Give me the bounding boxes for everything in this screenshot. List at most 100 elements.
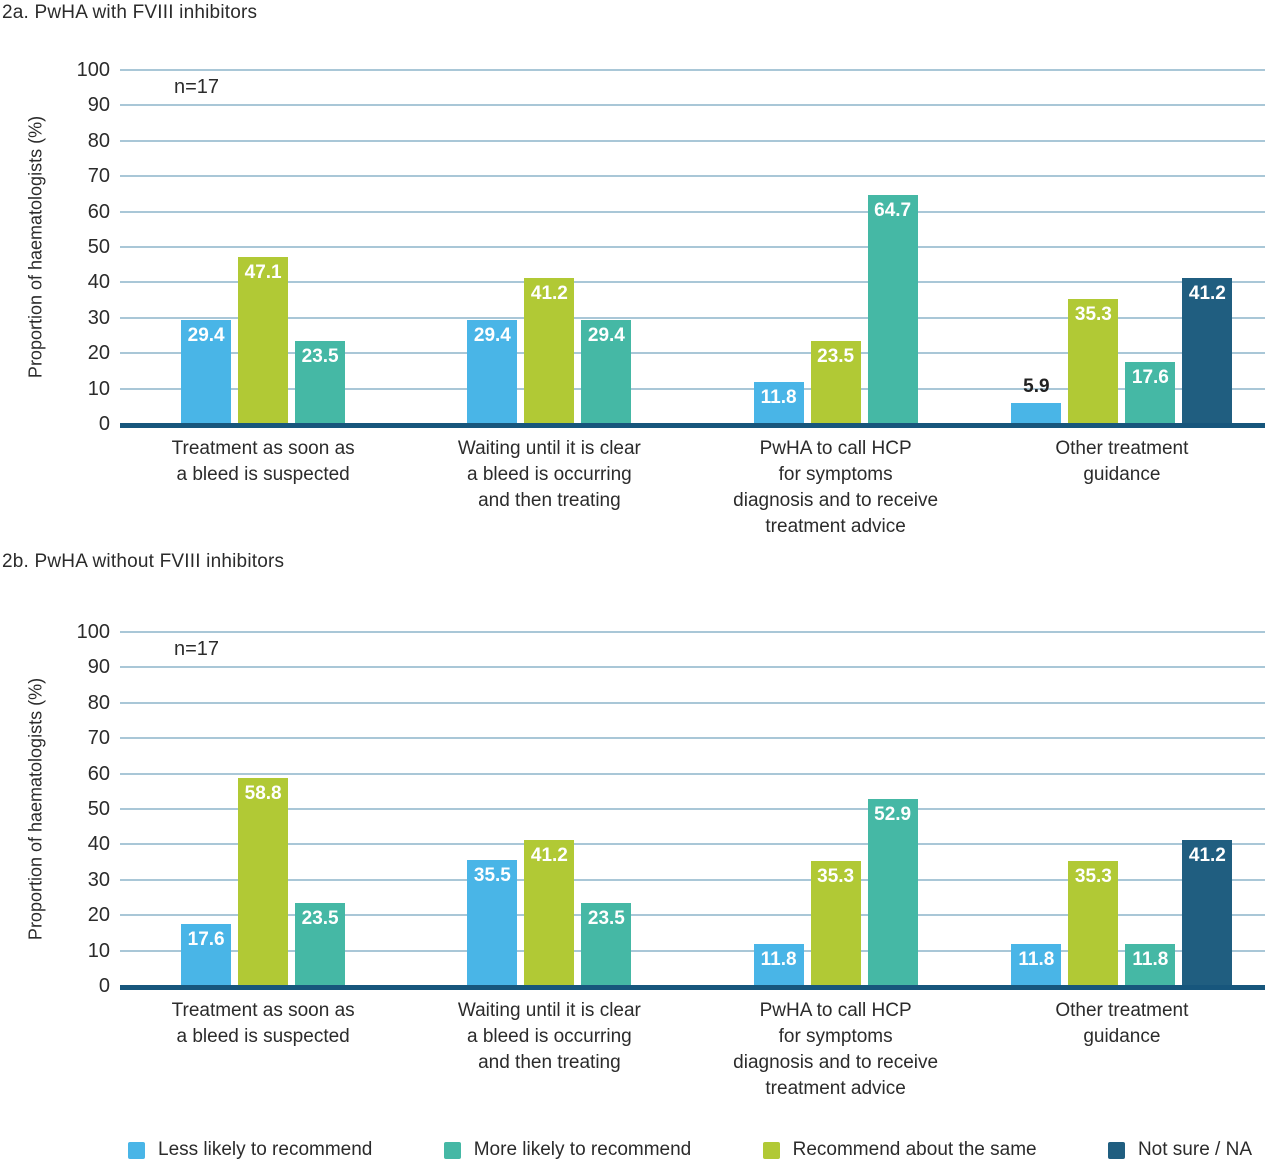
y-tick-label: 60 [87,200,110,223]
legend-label: Recommend about the same [792,1139,1037,1160]
bar: 41.2 [524,840,575,986]
y-tick-label: 0 [98,413,110,435]
bar-value-label: 11.8 [760,949,797,971]
legend-swatch-recommend-same [762,1141,780,1159]
bar-value-label: 17.6 [1131,366,1169,388]
x-axis-baseline [120,423,1265,428]
bar: 11.8 [753,382,804,424]
legend: Less likely to recommend More likely to … [128,1139,1252,1161]
bar-value-label: 47.1 [244,262,282,284]
bar-group: 29.4 47.1 23.5 [120,70,406,424]
gridline [120,210,1265,213]
bar-value-label: 17.6 [187,928,225,950]
bar: 35.3 [810,861,861,986]
bar-value-label: 29.4 [187,324,225,346]
bar: 23.5 [295,340,346,424]
y-tick-label: 80 [87,129,110,152]
gridline [120,316,1265,319]
bar: 29.4 [181,319,232,424]
y-tick-label: 100 [76,621,110,643]
bar-group: 5.9 35.3 17.6 41.2 [979,70,1265,424]
category-label: Other treatment guidance [1055,438,1189,485]
bar-value-label: 52.9 [874,803,912,825]
bar: 23.5 [810,340,861,424]
category-label: Treatment as soon as a bleed is suspecte… [171,1000,355,1047]
gridline [120,175,1265,178]
y-tick-label: 30 [87,306,110,329]
gridline [120,737,1265,740]
bar: 58.8 [238,777,289,986]
bar-value-label: 35.3 [817,866,855,888]
bar: 17.6 [181,923,232,986]
bar: 64.7 [867,194,918,424]
gridline [120,666,1265,669]
bar: 29.4 [467,319,518,424]
bar-value-label: 29.4 [587,324,625,346]
bar-group: 17.6 58.8 23.5 [120,632,406,986]
gridline [120,387,1265,390]
legend-label: More likely to recommend [473,1139,692,1160]
x-axis-labels-2a: Treatment as soon as a bleed is suspecte… [120,436,1265,540]
y-tick-label: 50 [87,236,110,258]
gridline [120,139,1265,142]
gridline [120,808,1265,810]
gridline [120,701,1265,704]
bar-value-label: 58.8 [244,782,282,804]
category-label: Waiting until it is clear a bleed is occ… [457,1000,641,1073]
bar-value-label: 41.2 [530,845,568,867]
bar-groups-2b: 17.6 58.8 23.5 35.5 41.2 23.5 11.8 35.3 52.9 11.8… [120,632,1265,986]
bar: 17.6 [1125,361,1176,424]
legend-item-less-likely: Less likely to recommend [128,1139,372,1161]
bar-group: 35.5 41.2 23.5 [406,632,692,986]
y-tick-label: 40 [87,833,110,856]
bar: 11.8 [1125,944,1176,986]
category-label: Treatment as soon as a bleed is suspecte… [171,438,355,485]
chart-title-2a: 2a. PwHA with FVIII inhibitors [2,2,258,23]
x-axis-baseline [120,985,1265,990]
bar: 23.5 [581,902,632,986]
y-tick-label: 100 [76,59,110,81]
y-tick-label: 70 [87,727,110,750]
legend-label: Not sure / NA [1137,1139,1252,1160]
bar-groups-2a: 29.4 47.1 23.5 29.4 41.2 29.4 11.8 23.5 64.7 5.9 3… [120,70,1265,424]
y-tick-label: 10 [87,939,110,962]
y-tick-label: 60 [87,762,110,785]
plot-area-2b: n=17 17.6 58.8 23.5 35.5 41.2 23.5 11.8 35.3 52.… [77,621,1265,997]
category-label: PwHA to call HCP for symptoms diagnosis … [733,438,939,537]
bar-value-label: 11.8 [1018,949,1055,971]
gridline [120,878,1265,881]
legend-item-more-likely: More likely to recommend [443,1139,692,1161]
sample-size-annotation: n=17 [174,638,220,660]
y-tick-label: 0 [98,975,110,997]
gridline [120,104,1265,107]
bar: 41.2 [1182,278,1233,424]
y-axis-label: Proportion of haematologists (%) [25,677,46,941]
plot-area-2a: n=17 29.4 47.1 23.5 29.4 41.2 29.4 11.8 23.5 64.… [77,59,1265,435]
y-tick-label: 30 [87,868,110,891]
legend-swatch-more-likely [443,1141,461,1159]
sample-size-annotation: n=17 [174,76,220,98]
bar-value-label: 23.5 [817,345,855,367]
bar-value-label: 35.3 [1074,304,1112,326]
bar-group: 11.8 35.3 52.9 [693,632,979,986]
bar: 52.9 [867,798,918,986]
bar: 47.1 [238,257,289,424]
gridline [120,914,1265,917]
gridline [120,772,1265,775]
bar: 5.9 [1011,376,1062,424]
y-tick-label: 80 [87,691,110,714]
bar: 11.8 [1011,944,1062,986]
legend-label: Less likely to recommend [158,1139,373,1160]
gridline [120,281,1265,284]
category-label: Other treatment guidance [1055,1000,1189,1047]
y-tick-label: 10 [87,377,110,400]
x-axis-labels-2b: Treatment as soon as a bleed is suspecte… [120,998,1265,1102]
bar-value-label: 35.5 [473,865,511,887]
bar-value-label: 29.4 [473,324,511,346]
bar: 35.5 [467,860,518,986]
bar: 11.8 [753,944,804,986]
bar-value-label: 23.5 [301,907,339,929]
y-tick-label: 20 [87,904,110,927]
legend-item-recommend-same: Recommend about the same [762,1139,1037,1161]
y-tick-label: 50 [87,798,110,820]
